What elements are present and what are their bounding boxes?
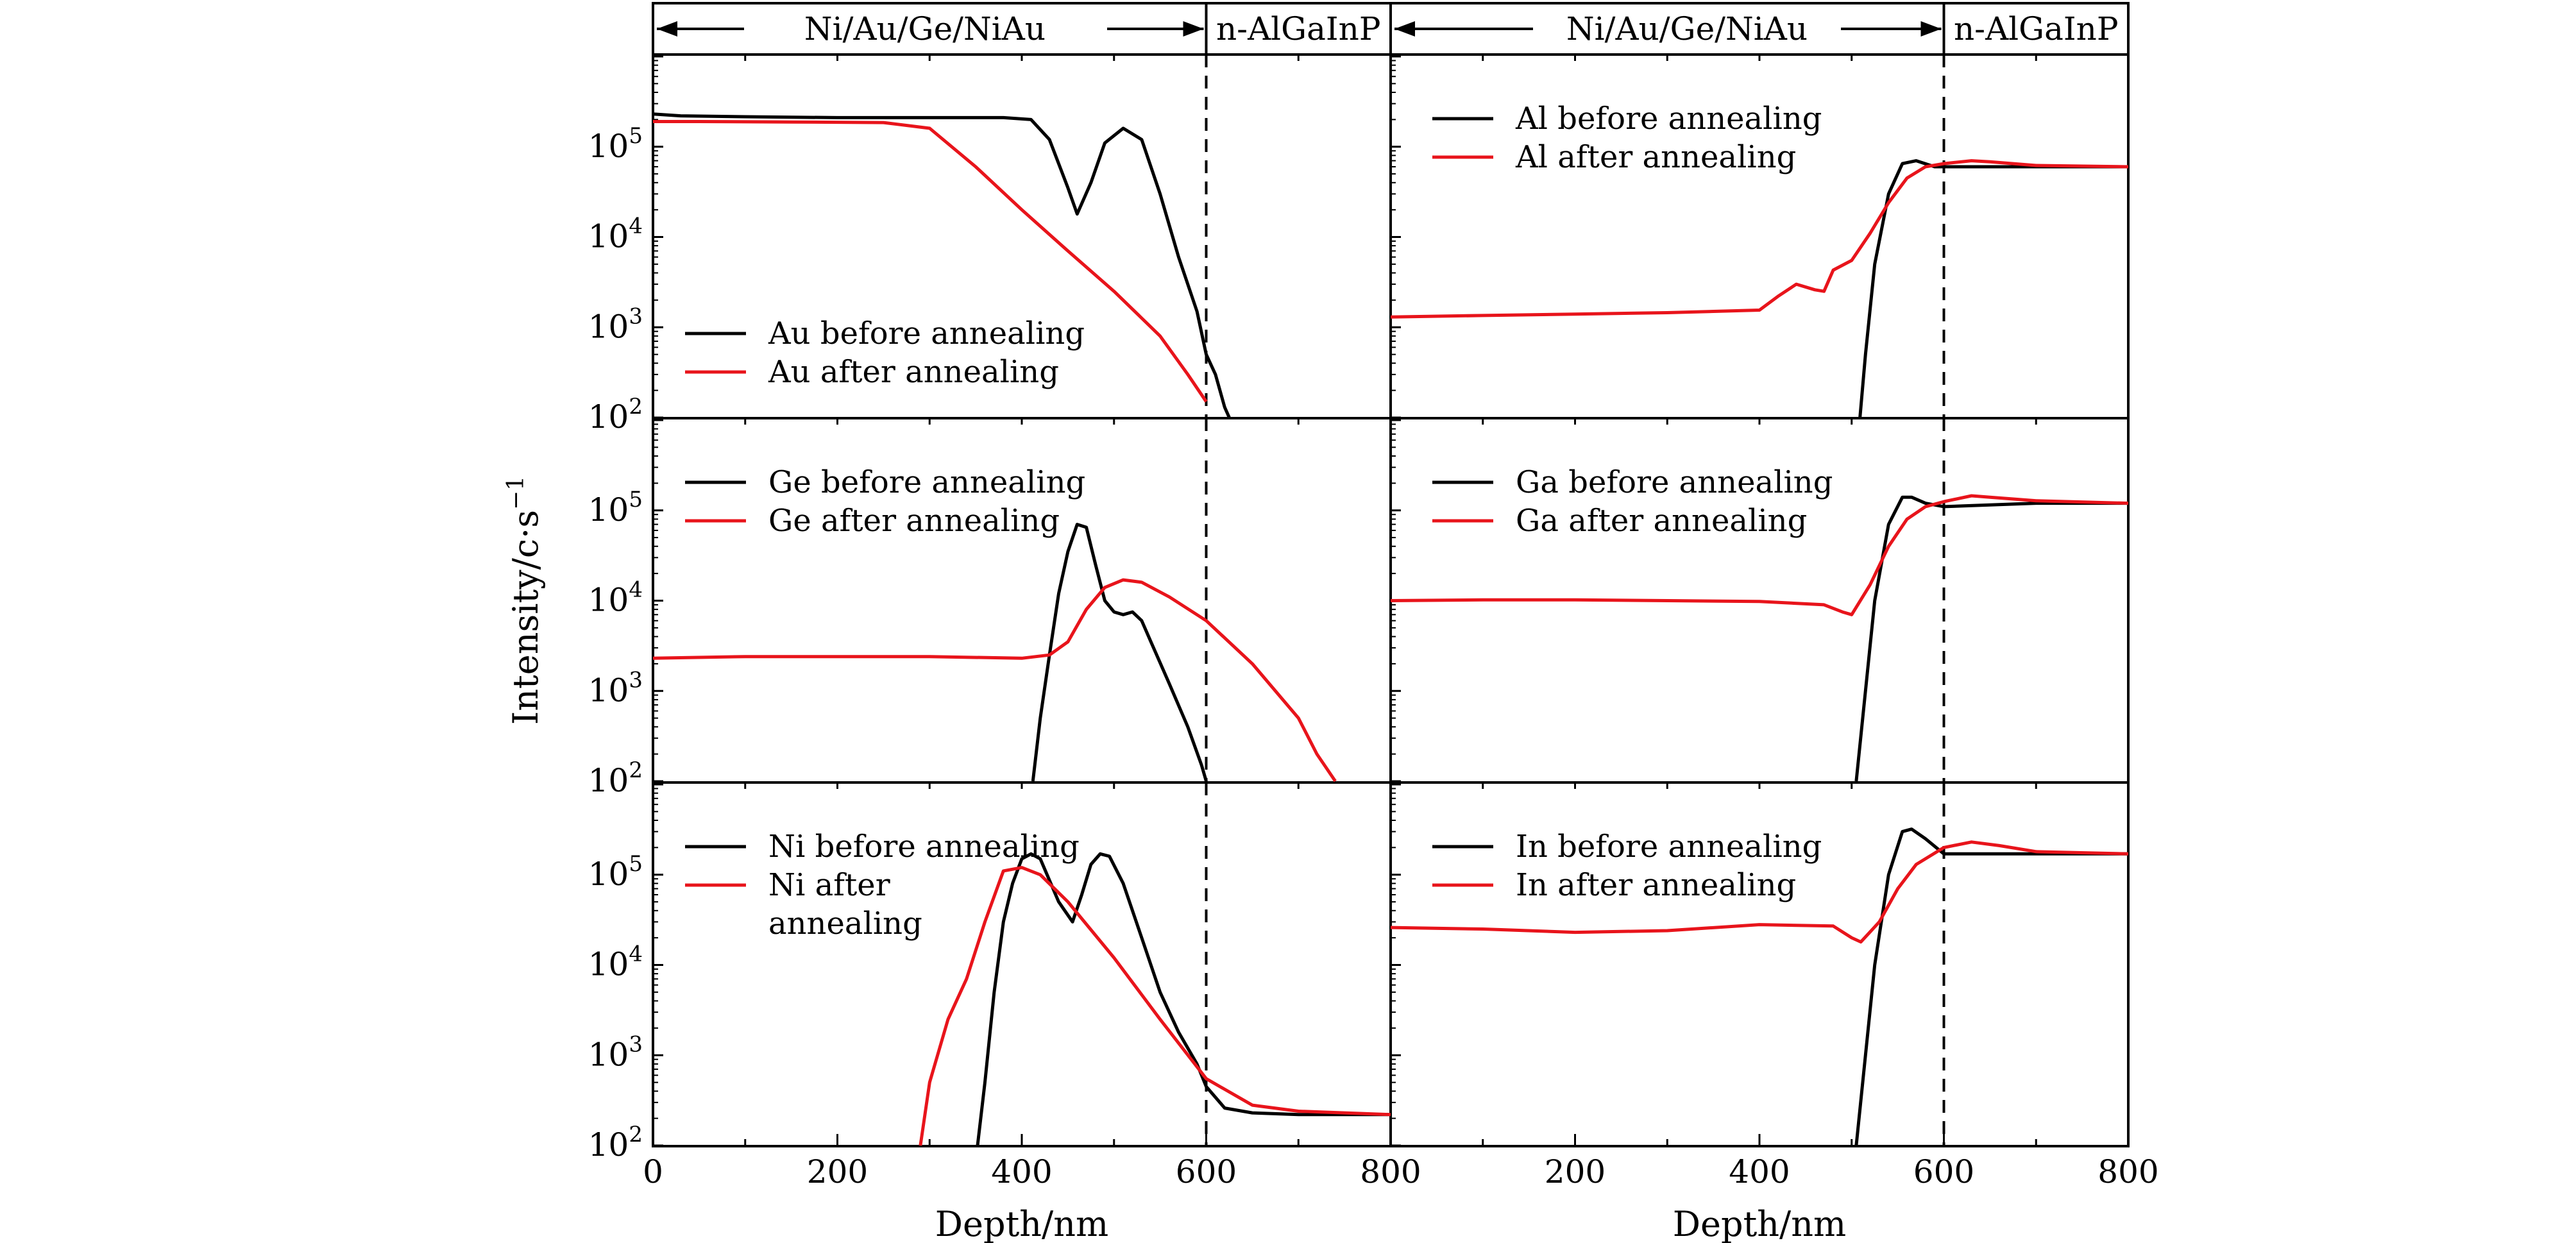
ytick-exponent: 2 bbox=[629, 757, 643, 783]
panel-middle-left-ytick-label: 105 bbox=[588, 487, 643, 528]
panel-top-left-legend-label: Au after annealing bbox=[768, 354, 1059, 390]
panel-top-right-after-line bbox=[1390, 159, 2129, 319]
x-axis-label-left: Depth/nm bbox=[935, 1204, 1108, 1243]
x-axis-label-right: Depth/nm bbox=[1673, 1204, 1846, 1243]
panel-top-left-ytick-label: 102 bbox=[588, 394, 643, 435]
panel-middle-left-ytick-label: 104 bbox=[588, 577, 643, 619]
y-axis-label-text: Intensity/c·s bbox=[505, 510, 546, 725]
region-label-right: Ni/Au/Ge/NiAu bbox=[1566, 10, 1808, 47]
panel-middle-left-legend-label: Ge before annealing bbox=[768, 464, 1085, 500]
panel-bottom-left-ytick-label: 102 bbox=[588, 1122, 643, 1163]
panel-bottom-left-legend-label: Ni after annealing bbox=[768, 867, 922, 942]
panel-top-left-ytick-label: 105 bbox=[588, 123, 643, 165]
panel-bottom-left-xtick-label: 200 bbox=[807, 1153, 868, 1190]
panel-bottom-left-xtick-label: 400 bbox=[991, 1153, 1052, 1190]
panel-bottom-right-xtick-label: 400 bbox=[1729, 1153, 1790, 1190]
arrow-right-end-head bbox=[1920, 21, 1942, 37]
region-label-left: Ni/Au/Ge/NiAu bbox=[804, 10, 1046, 47]
panel-bottom-right-legend-label: In before annealing bbox=[1516, 829, 1822, 865]
ytick-exponent: 3 bbox=[629, 303, 643, 329]
panel-middle-left-ytick-label: 103 bbox=[588, 667, 643, 709]
panel-top-left-before-line bbox=[652, 112, 1231, 419]
panel-bottom-left-ytick-label: 104 bbox=[588, 942, 643, 983]
region-header: Ni/Au/Ge/NiAu n-AlGaInP Ni/Au/Ge/NiAu n-… bbox=[657, 3, 2119, 55]
panel-bottom-left-after-line bbox=[919, 866, 1391, 1146]
panel-top-left-ytick-label: 103 bbox=[588, 303, 643, 345]
panel-bottom-right-before-line bbox=[1854, 827, 2128, 1146]
panel-bottom-left-ytick-label: 103 bbox=[588, 1031, 643, 1073]
panel-middle-left-before-line bbox=[1031, 523, 1208, 782]
panel-middle-right-before-line bbox=[1854, 495, 2128, 782]
panel-bottom-left-before-line bbox=[976, 852, 1391, 1146]
panel-top-right-legend-label: Al before annealing bbox=[1515, 101, 1822, 137]
ytick-exponent: 2 bbox=[629, 1122, 643, 1147]
ytick-exponent: 5 bbox=[629, 487, 643, 512]
panel-bottom-right-xtick-label: 800 bbox=[2097, 1153, 2158, 1190]
ytick-exponent: 2 bbox=[629, 394, 643, 419]
panel-bottom-left-xtick-label: 800 bbox=[1360, 1153, 1421, 1190]
data-series bbox=[652, 112, 2129, 1146]
arrow-left-end-head bbox=[1183, 21, 1204, 37]
panel-top-right-legend-label: Al after annealing bbox=[1515, 139, 1796, 175]
panel-bottom-left-legend-label: Ni before annealing bbox=[768, 829, 1080, 865]
panel-bottom-left-xtick-label: 0 bbox=[643, 1153, 663, 1190]
legend-label-line: Ni after bbox=[768, 867, 890, 903]
panel-middle-right-after-line bbox=[1390, 494, 2129, 616]
panel-top-left-legend-label: Au before annealing bbox=[768, 316, 1085, 351]
panel-middle-left-ytick-label: 102 bbox=[588, 757, 643, 799]
plot-frame bbox=[652, 2, 2130, 1147]
y-axis-label: Intensity/c·s−1 bbox=[503, 476, 546, 725]
substrate-label-right: n-AlGaInP bbox=[1954, 10, 2119, 47]
ytick-exponent: 3 bbox=[629, 1031, 643, 1057]
y-axis-label-exponent: −1 bbox=[503, 476, 529, 510]
panel-middle-left-legend-label: Ge after annealing bbox=[768, 503, 1060, 539]
ytick-exponent: 4 bbox=[629, 577, 643, 603]
panel-middle-left-after-line bbox=[652, 578, 1337, 782]
ytick-exponent: 5 bbox=[629, 123, 643, 149]
ytick-exponent: 5 bbox=[629, 851, 643, 877]
panel-bottom-right-xtick-label: 0 bbox=[1380, 1153, 1401, 1190]
arrow-left-start-head bbox=[657, 21, 677, 37]
arrow-right-start-head bbox=[1394, 21, 1415, 37]
panel-middle-right-legend-label: Ga before annealing bbox=[1516, 464, 1833, 500]
ytick-exponent: 3 bbox=[629, 667, 643, 693]
ytick-exponent: 4 bbox=[629, 942, 643, 967]
panel-bottom-left-ytick-label: 105 bbox=[588, 851, 643, 893]
panel-bottom-right-legend-label: In after annealing bbox=[1516, 867, 1796, 903]
axis-ticks: 102 103 104 105 102 103 104 105 102 103 104 105 0 200… bbox=[588, 55, 2159, 1190]
panel-bottom-right-after-line bbox=[1390, 840, 2129, 944]
panel-bottom-right-xtick-label: 600 bbox=[1913, 1153, 1974, 1190]
ytick-exponent: 4 bbox=[629, 214, 643, 239]
panel-top-right-before-line bbox=[1858, 159, 2128, 418]
panel-bottom-left-xtick-label: 600 bbox=[1176, 1153, 1237, 1190]
panel-top-left-ytick-label: 104 bbox=[588, 214, 643, 255]
legend-label-line: annealing bbox=[768, 906, 922, 942]
panel-bottom-right-xtick-label: 200 bbox=[1545, 1153, 1606, 1190]
substrate-label-left: n-AlGaInP bbox=[1216, 10, 1381, 47]
panel-top-left-after-line bbox=[653, 120, 1208, 403]
panel-middle-right-legend-label: Ga after annealing bbox=[1516, 503, 1807, 539]
